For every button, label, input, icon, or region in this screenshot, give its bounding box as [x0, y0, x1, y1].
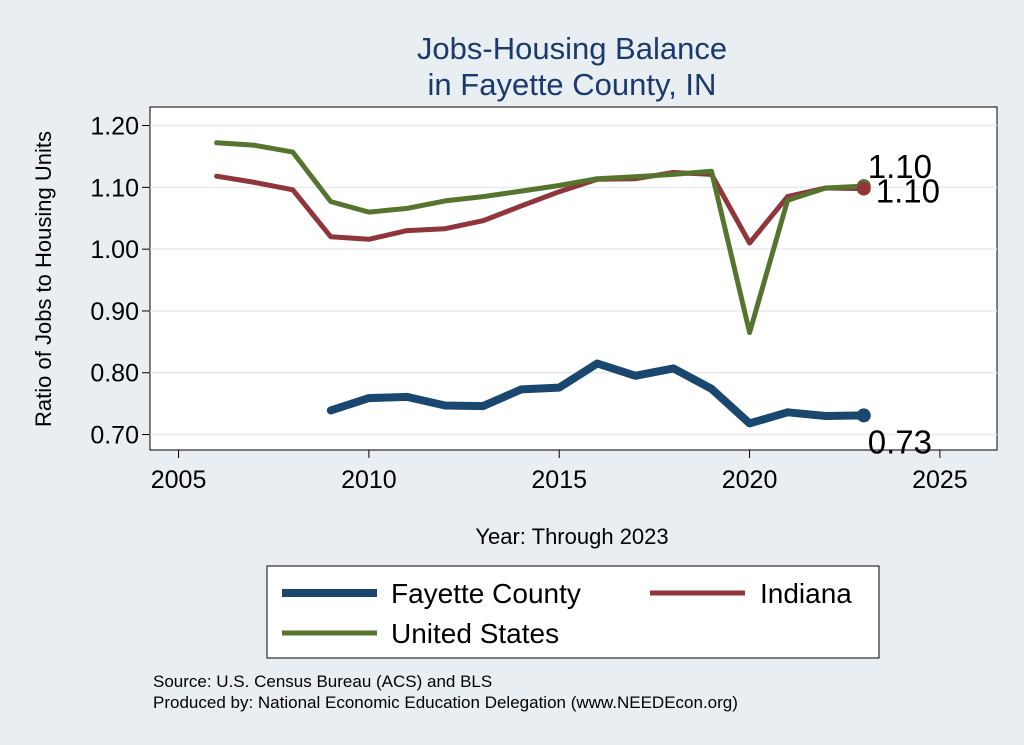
source-note: Source: U.S. Census Bureau (ACS) and BLS — [153, 672, 492, 691]
legend: Fayette County Indiana United States — [266, 565, 880, 659]
series-lines — [214, 140, 871, 428]
y-tick-label: 1.00 — [90, 236, 139, 264]
x-axis-label: Year: Through 2023 — [475, 524, 668, 549]
end-label-indiana: 1.10 — [876, 173, 940, 210]
end-labels: 0.73 1.101.10 — [868, 148, 940, 460]
x-tick-label: 2010 — [341, 466, 397, 494]
legend-label-fayette-county: Fayette County — [391, 578, 581, 609]
chart-title-line-2: in Fayette County, IN — [428, 67, 717, 102]
legend-label-united-states: United States — [391, 618, 559, 649]
plot-area — [149, 106, 998, 451]
x-tick-label: 2020 — [722, 466, 778, 494]
y-axis-label: Ratio of Jobs to Housing Units — [31, 131, 56, 427]
series-line-fayette-county — [326, 359, 868, 428]
y-tick-label: 0.70 — [90, 422, 139, 450]
x-axis: 2005 2010 2015 2020 2025 — [151, 450, 968, 494]
x-tick-label: 2005 — [151, 466, 207, 494]
end-point-indiana — [856, 181, 871, 196]
end-label-united-states: 1.10 — [868, 148, 932, 185]
chart-title-line-1: Jobs-Housing Balance — [417, 31, 727, 66]
y-tick-label: 1.20 — [90, 113, 139, 141]
y-tick-label: 1.10 — [90, 174, 139, 202]
y-tick-label: 0.80 — [90, 360, 139, 388]
x-tick-label: 2015 — [531, 466, 587, 494]
series-line-indiana — [214, 170, 867, 246]
y-tick-label: 0.90 — [90, 298, 139, 326]
series-line-united-states — [214, 140, 867, 336]
y-axis: 0.70 0.80 0.90 1.00 1.10 1.20 — [90, 113, 150, 450]
legend-label-indiana: Indiana — [760, 578, 852, 609]
produced-by-note: Produced by: National Economic Education… — [153, 693, 738, 712]
legend-box — [266, 565, 880, 659]
x-tick-label: 2025 — [912, 466, 968, 494]
end-point-fayette-county — [856, 408, 871, 423]
end-label-fayette-county: 0.73 — [868, 423, 932, 460]
